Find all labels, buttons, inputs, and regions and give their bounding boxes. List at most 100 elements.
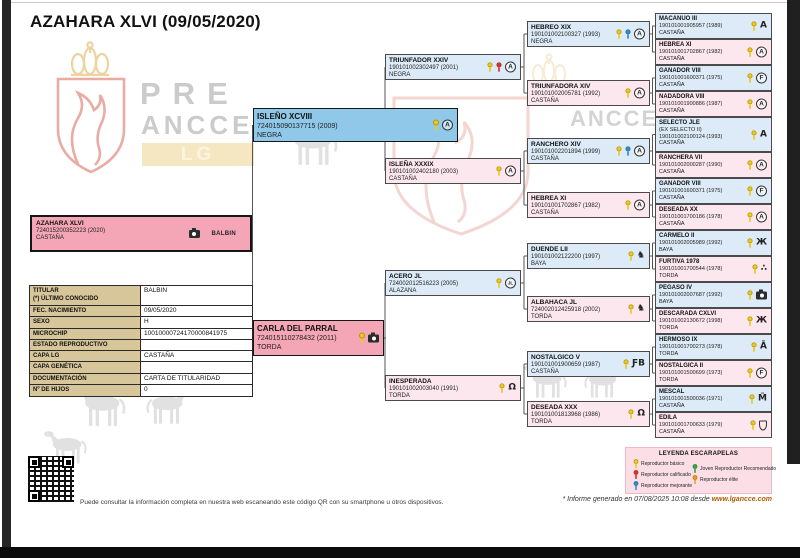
subject-horse-box: AZAHARA XLVI 724015200352223 (2020) CAST… xyxy=(30,215,252,252)
brand-icon: A xyxy=(505,165,516,177)
horse-coat: CASTAÑA xyxy=(531,209,559,216)
horse-name: HEBREA XI xyxy=(659,42,692,48)
horse-box: CARMELO II 190101002005989 (1992) BAYA Ж xyxy=(655,230,772,256)
table-row: ESTADO REPRODUCTIVO xyxy=(30,339,252,352)
ribbon-icon xyxy=(752,264,758,274)
horse-box: HEBREA XI 190101001702867 (1982) CASTAÑA A xyxy=(527,192,650,218)
horse-icons: F xyxy=(747,72,767,84)
camera-icon xyxy=(756,289,767,299)
qr-eye xyxy=(62,456,74,468)
horse-name: FURTIVA 1978 xyxy=(659,259,700,265)
legend-box: LEYENDA ESCARAPELAS Reproductor básico Re… xyxy=(625,447,776,494)
legend-title: LEYENDA ESCARAPELAS xyxy=(658,451,739,457)
brand-icon: A xyxy=(756,159,767,171)
ribbon-icon xyxy=(747,99,753,109)
horse-alias: (EX SELECTO II) xyxy=(659,127,702,133)
horse-registration: 724015090137715 (2009) xyxy=(257,123,338,130)
table-label: Nº DE HIJOS xyxy=(30,385,140,397)
horse-icons: Ж xyxy=(747,238,767,249)
horse-icons: Ω xyxy=(499,383,516,394)
horse-name: GANADOR VIII xyxy=(659,181,701,187)
brand-icon: A xyxy=(634,28,645,40)
ribbon-icon xyxy=(625,146,631,156)
horse-box: DESEADA XXX 190101001813968 (1986) TORDA Ω xyxy=(527,401,650,427)
horse-icons: F xyxy=(747,367,767,379)
horse-icons xyxy=(747,289,767,301)
legend-item-label: Reproductor mejorante xyxy=(641,482,693,489)
table-row: MICROCHIP 10010000724170000841975 xyxy=(30,328,252,340)
horse-box: NOSTALGICA II 190101001500699 (1973) TORDA… xyxy=(655,360,772,386)
ribbon-icon xyxy=(633,481,639,490)
table-label: DOCUMENTACIÓN xyxy=(30,373,140,385)
table-label: CAPA GENÉTICA xyxy=(30,362,140,373)
table-row: Nº DE HIJOS 0 xyxy=(30,385,252,397)
horse-icons xyxy=(750,420,767,431)
brand-icon: A xyxy=(634,87,645,99)
camera-icon xyxy=(188,228,200,238)
horse-registration: 190101002100124 (1993) xyxy=(659,133,723,140)
horse-name: EDILA xyxy=(659,415,677,421)
ribbon-icon xyxy=(499,383,505,393)
horse-registration: 190101001905957 (1989) xyxy=(659,23,723,29)
horse-coat: CASTAÑA xyxy=(36,234,64,241)
horse-name: NADADORA VIII xyxy=(659,94,705,100)
horse-name: ISLEÑO XCVIII xyxy=(257,112,313,121)
ribbon-icon xyxy=(692,475,698,484)
horse-box: HEBREO XIX 190101002100327 (1993) NEGRA A xyxy=(527,21,650,47)
horse-coat: NEGRA xyxy=(531,38,553,45)
horse-registration: 190101002000287 (1990) xyxy=(659,162,723,168)
horse-name: PEGASO IV xyxy=(659,285,693,291)
ribbon-icon xyxy=(623,359,629,369)
ribbon-icon xyxy=(628,409,634,419)
horse-name: CARMELO II xyxy=(659,233,695,239)
legend-item-label: Reproductor básico xyxy=(641,460,685,467)
horse-name: RANCHERA VII xyxy=(659,155,703,161)
horse-icons: A xyxy=(487,61,516,73)
qr-eye xyxy=(28,456,40,468)
horse-icons: Ω xyxy=(628,409,645,420)
horse-coat: CASTAÑA xyxy=(659,140,685,146)
horse-registration: 190101001500699 (1973) xyxy=(659,370,723,376)
brand-icon: JL xyxy=(505,277,516,289)
ribbon-icon xyxy=(616,146,622,156)
horse-coat: NEGRA xyxy=(257,132,282,139)
brand-icon: Ω xyxy=(508,382,516,393)
table-row: DOCUMENTACIÓN CARTA DE TITULARIDAD xyxy=(30,373,252,386)
brand-icon: A xyxy=(442,119,453,131)
horse-box: ISLEÑO XCVIII 724015090137715 (2009) NEGRA… xyxy=(253,108,458,142)
frame-left-bar xyxy=(2,0,11,547)
brand-icon: A xyxy=(756,46,767,58)
brand-icon: F xyxy=(756,72,767,84)
lgancce-link[interactable]: www.lgancce.com xyxy=(711,496,772,503)
brand-icon: A xyxy=(760,129,767,139)
horse-coat: CASTAÑA xyxy=(659,402,685,409)
legend-item: Joven Reproductor Recomendado xyxy=(692,463,776,474)
ribbon-icon xyxy=(747,368,753,378)
horse-coat: ALAZANA xyxy=(389,287,417,294)
horse-icons: ∴ xyxy=(752,264,767,275)
brand-icon: A xyxy=(756,211,767,223)
horse-box: SELECTO JLE (EX SELECTO II) 19010100210012… xyxy=(655,117,772,152)
table-label: MICROCHIP xyxy=(30,328,140,339)
horse-box: TRIUNFADOR XXIV 190101002302497 (2001) NEG… xyxy=(385,54,521,80)
owner-label: BALBIN xyxy=(211,230,236,237)
ribbon-icon xyxy=(749,394,755,404)
horse-box: ISLEÑA XXXIX 190101002402180 (2003) CASTAÑ… xyxy=(385,158,521,184)
ribbon-icon xyxy=(747,47,753,57)
horse-coat: CASTAÑA xyxy=(659,194,685,201)
legend-item-label: Reproductor élite xyxy=(700,476,739,483)
horse-icons: JL xyxy=(496,277,516,289)
ancce-watermark-text: ANCCE xyxy=(570,106,659,131)
brand-icon: F xyxy=(756,185,767,197)
horse-icons: F xyxy=(747,185,767,197)
table-value: 10010000724170000841975 xyxy=(140,328,252,339)
table-label: TITULAR (*) ÚLTIMO CONOCIDO xyxy=(30,286,140,305)
ribbon-icon xyxy=(747,290,753,300)
brand-icon: Ж xyxy=(755,237,767,248)
horse-name: MESCAL xyxy=(659,389,685,395)
horse-registration: 190101001702867 (1982) xyxy=(659,49,723,55)
horse-name: GANADOR VIII xyxy=(659,68,701,74)
frame-top-line xyxy=(11,2,787,3)
brand-icon: Ā xyxy=(760,341,767,352)
horse-coat: TORDA xyxy=(389,392,410,399)
